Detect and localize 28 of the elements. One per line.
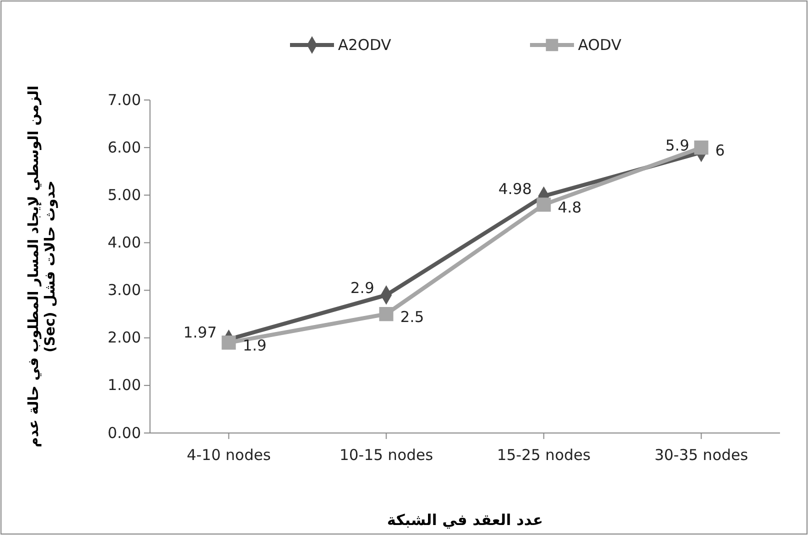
y-tick-label: 6.00 <box>108 138 141 156</box>
y-tick-label: 0.00 <box>108 424 141 442</box>
data-label: 4.98 <box>498 180 532 198</box>
legend-label: A2ODV <box>338 36 392 54</box>
y-axis-title: الزمن الوسطي لإيجاد المسار المطلوب في حالة عدم حدوث حالات فشل (Sec) <box>26 86 59 448</box>
y-tick-label: 2.00 <box>108 328 141 347</box>
y-tick-label: 5.00 <box>108 186 141 204</box>
data-label: 1.9 <box>242 336 267 355</box>
data-label: 5.9 <box>665 136 690 154</box>
x-tick-label: 10-15 nodes <box>339 446 434 464</box>
point <box>694 140 708 155</box>
y-tick-label: 3.00 <box>108 281 141 300</box>
point <box>222 336 236 350</box>
y-tick-label: 4.00 <box>108 234 141 252</box>
y-tick-label: 7.00 <box>108 90 141 109</box>
x-tick-label: 4-10 nodes <box>186 446 271 464</box>
data-label: 6 <box>715 142 725 160</box>
data-label: 1.97 <box>183 323 217 342</box>
y-tick-label: 1.00 <box>108 376 141 394</box>
data-label: 2.9 <box>350 279 374 298</box>
x-tick-label: 15-25 nodes <box>496 446 591 464</box>
point <box>379 307 394 322</box>
legend-label: AODV <box>578 36 622 54</box>
x-tick-label: 30-35 nodes <box>654 446 748 464</box>
point <box>536 198 551 212</box>
x-axis-title: عدد العقد في الشبكة <box>387 511 543 529</box>
data-label: 2.5 <box>400 308 424 326</box>
data-label: 4.8 <box>558 198 582 217</box>
